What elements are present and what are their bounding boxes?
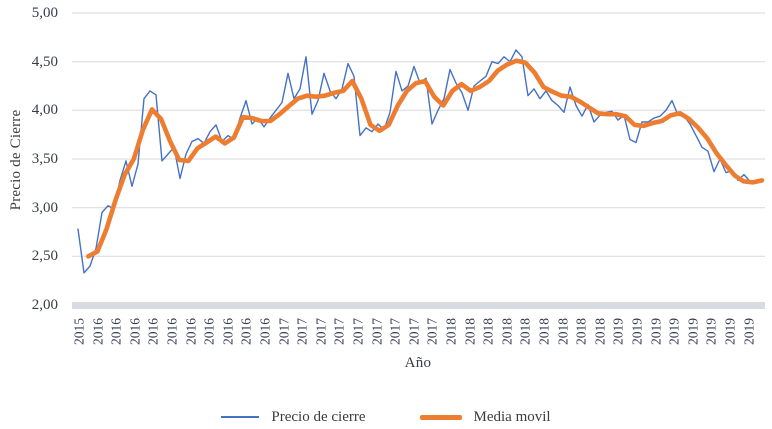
x-tick-label: 2018 bbox=[462, 318, 478, 345]
series-media-movil bbox=[86, 58, 765, 259]
x-tick-label: 2017 bbox=[313, 318, 329, 345]
x-tick-label: 2017 bbox=[369, 318, 385, 345]
x-tick-label: 2019 bbox=[629, 318, 645, 345]
legend-label-media-movil: Media movil bbox=[473, 408, 551, 425]
x-tick-label: 2018 bbox=[517, 318, 533, 345]
legend-marker-blue-line bbox=[221, 416, 260, 418]
x-tick-label: 2019 bbox=[722, 318, 738, 345]
x-tick-label: 2017 bbox=[424, 318, 440, 345]
y-tick-label: 4,50 bbox=[31, 53, 58, 70]
x-tick-label: 2016 bbox=[164, 318, 180, 345]
legend-label-precio-de-cierre: Precio de cierre bbox=[271, 408, 366, 425]
x-tick-label: 2018 bbox=[592, 318, 608, 345]
x-tick-label: 2016 bbox=[183, 318, 199, 345]
x-tick-label: 2016 bbox=[108, 318, 124, 345]
x-tick-label: 2019 bbox=[610, 318, 626, 345]
x-tick-label: 2018 bbox=[555, 318, 571, 345]
x-tick-label: 2017 bbox=[294, 318, 310, 345]
x-tick-label: 2019 bbox=[648, 318, 664, 345]
x-tick-label: 2016 bbox=[220, 318, 236, 345]
x-tick-label: 2019 bbox=[741, 318, 757, 345]
x-tick-label: 2016 bbox=[145, 318, 161, 345]
x-tick-label: 2017 bbox=[331, 318, 347, 345]
x-tick-label: 2018 bbox=[443, 318, 459, 345]
x-tick-label: 2017 bbox=[276, 318, 292, 345]
x-tick-label: 2015 bbox=[71, 318, 87, 345]
x-tick-label: 2019 bbox=[703, 318, 719, 345]
y-tick-label: 2,50 bbox=[31, 248, 58, 265]
x-tick-label: 2019 bbox=[685, 318, 701, 345]
y-tick-label: 3,00 bbox=[31, 199, 58, 216]
y-tick-label: 3,50 bbox=[31, 151, 58, 167]
x-tick-label: 2018 bbox=[499, 318, 515, 345]
legend-item-media-movil: Media movil bbox=[419, 408, 551, 426]
legend-item-precio-de-cierre: Precio de cierre bbox=[221, 408, 366, 426]
x-axis-band bbox=[72, 302, 765, 309]
x-tick-label: 2018 bbox=[573, 318, 589, 345]
y-tick-label: 4,00 bbox=[31, 102, 58, 119]
x-tick-label: 2019 bbox=[666, 318, 682, 345]
x-tick-label: 2016 bbox=[257, 318, 273, 345]
x-tick-label: 2016 bbox=[201, 318, 217, 345]
x-tick-label: 2016 bbox=[238, 318, 254, 345]
x-tick-label: 2017 bbox=[350, 318, 366, 345]
x-tick-label: 2018 bbox=[480, 318, 496, 345]
x-tick-label: 2018 bbox=[536, 318, 552, 345]
legend: Precio de cierre Media movil bbox=[0, 405, 772, 429]
x-tick-label: 2017 bbox=[387, 318, 403, 345]
legend-marker-orange-line bbox=[419, 414, 462, 420]
x-tick-label: 2016 bbox=[90, 318, 106, 345]
x-axis-title: Año bbox=[404, 355, 432, 371]
y-tick-label: 2,00 bbox=[31, 297, 58, 313]
x-tick-label: 2016 bbox=[127, 318, 143, 345]
y-tick-label: 5,00 bbox=[31, 5, 58, 21]
x-tick-label: 2017 bbox=[406, 318, 422, 345]
